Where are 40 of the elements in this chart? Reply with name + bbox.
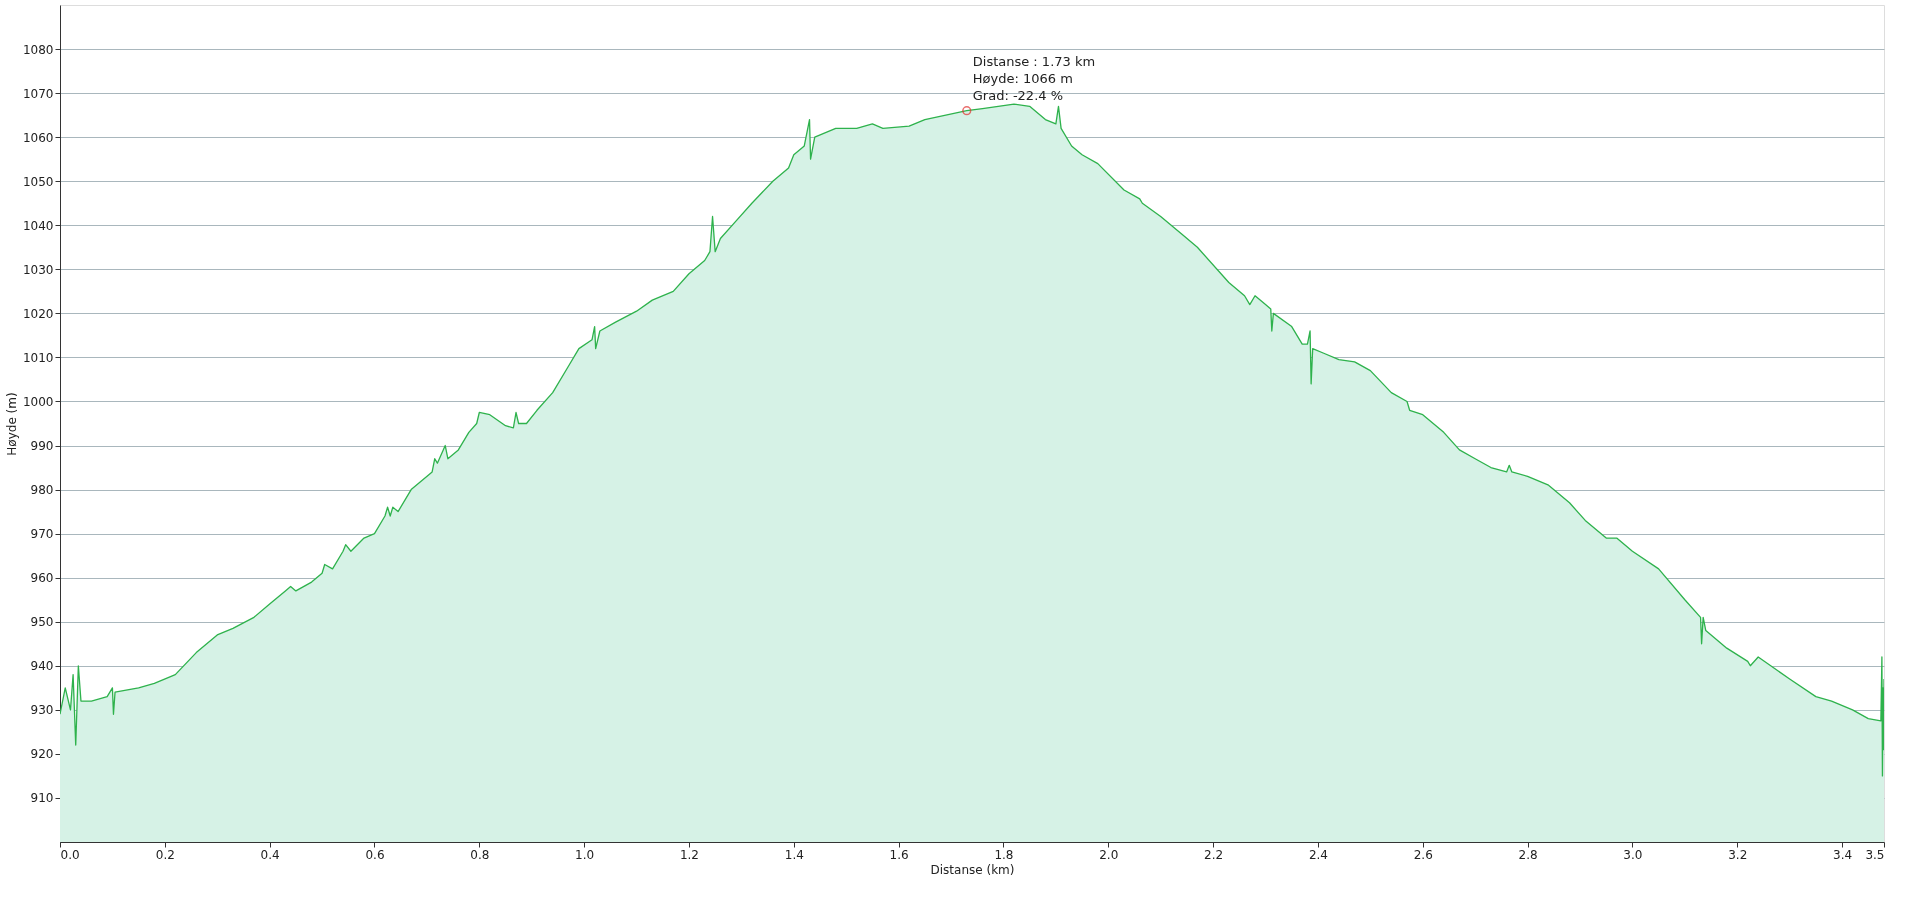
x-tick-label: 3.2 [1728, 847, 1748, 862]
x-tick-label: 1.0 [575, 847, 595, 862]
x-tick-label: 2.6 [1413, 847, 1433, 862]
x-axis-title: Distanse (km) [930, 862, 1015, 877]
x-tick-label: 2.4 [1308, 847, 1328, 862]
y-tick-label: 1020 [22, 306, 54, 321]
y-axis-title: Høyde (m) [4, 392, 19, 456]
annotation: Distanse : 1.73 km Høyde: 1066 m Grad: -22.4 % [972, 53, 1096, 103]
y-tick-label: 1060 [22, 130, 54, 145]
y-tick-label: 1050 [22, 174, 54, 189]
x-tick-label: 2.0 [1099, 847, 1119, 862]
x-tick-label: 1.8 [994, 847, 1014, 862]
y-tick-label: 1030 [22, 262, 54, 277]
x-tick-label: 1.6 [889, 847, 909, 862]
y-tick-label: 940 [30, 659, 54, 674]
y-tick-label: 1040 [22, 218, 54, 233]
y-tick-label: 920 [30, 747, 54, 762]
x-tick-label: 0.4 [260, 847, 280, 862]
x-tick-label: 2.2 [1204, 847, 1224, 862]
x-tick-label: 3.4 [1833, 847, 1853, 862]
y-tick-label: 1070 [22, 86, 54, 101]
x-tick-label: 0.8 [470, 847, 490, 862]
x-tick-label: 0.0 [60, 847, 80, 862]
y-tick-label: 910 [30, 791, 54, 806]
y-tick-label: 1080 [22, 42, 54, 57]
y-tick-label: 930 [30, 703, 54, 718]
x-tick-label: 2.8 [1518, 847, 1538, 862]
x-tick-label: 0.6 [365, 847, 385, 862]
x-tick-label: 1.2 [679, 847, 700, 862]
x-tick-label: 0.2 [155, 847, 175, 862]
x-tick-label: 3.0 [1623, 847, 1643, 862]
y-tick-label: 1010 [22, 350, 54, 365]
x-tick-label: 1.4 [784, 847, 804, 862]
y-tick-label: 1000 [22, 394, 54, 409]
y-tick-label: 980 [30, 483, 54, 498]
y-tick-label: 950 [30, 615, 54, 630]
y-tick-label: 990 [30, 439, 54, 454]
y-tick-label: 960 [30, 571, 54, 586]
x-tick-label: 3.5 [1865, 847, 1885, 862]
y-tick-label: 970 [30, 527, 54, 542]
